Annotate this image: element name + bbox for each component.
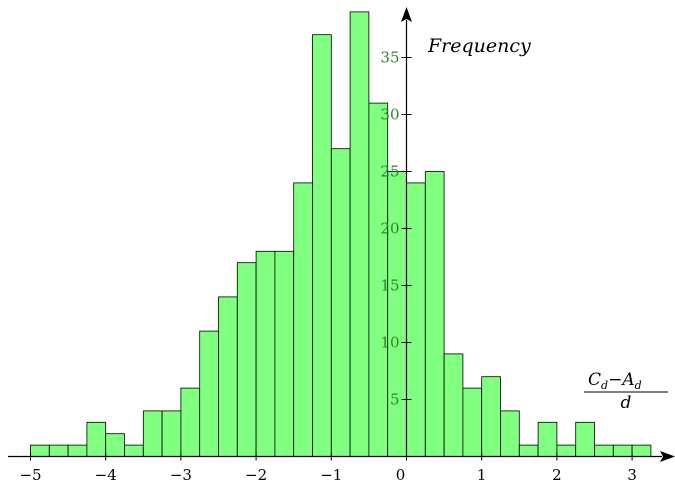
histogram-bar: [462, 387, 483, 457]
x-tick-label: 0: [396, 466, 406, 484]
histogram-bar: [500, 410, 520, 457]
x-tick-label: 2: [552, 466, 562, 484]
y-axis-label: Frequency: [427, 35, 531, 57]
histogram-bar: [537, 421, 558, 457]
histogram-bar: [406, 182, 426, 457]
histogram-bar: [330, 148, 351, 457]
x-label-a: A: [620, 370, 634, 390]
histogram-bar: [274, 250, 295, 457]
x-tick-label: 3: [627, 466, 637, 484]
histogram-bar: [48, 444, 69, 457]
histogram-bar: [105, 433, 125, 457]
histogram-bar: [124, 444, 144, 457]
histogram-bar: [631, 444, 652, 457]
histogram-bar: [255, 250, 276, 457]
x-label-denominator: d: [621, 393, 632, 413]
histogram-bar: [612, 444, 633, 457]
bars: [30, 11, 652, 457]
y-tick-label: 30: [380, 106, 399, 124]
y-tick-label: 35: [380, 49, 399, 67]
histogram-bar: [481, 376, 501, 457]
histogram-bar: [161, 410, 182, 457]
y-tick-label: 20: [380, 220, 399, 238]
x-tick-label: −3: [170, 466, 192, 484]
histogram-bar: [293, 182, 313, 457]
y-tick-label: 10: [380, 334, 399, 352]
axes: [7, 7, 675, 462]
histogram-bar: [424, 171, 445, 457]
x-label-minus: −: [608, 370, 622, 390]
y-ticks: 5 10 15 20 25 30 35: [380, 49, 412, 409]
x-tick-label: −1: [320, 466, 342, 484]
histogram-bar: [236, 262, 257, 457]
x-label-a-sub: d: [635, 379, 642, 392]
histogram-bar: [180, 387, 201, 457]
histogram-bar: [30, 444, 50, 457]
svg-text:Cd−Ad: Cd−Ad: [588, 370, 642, 392]
y-tick-label: 5: [390, 391, 400, 409]
x-axis-label: Cd−Ad d: [584, 370, 668, 413]
histogram-bar: [67, 444, 88, 457]
histogram-bar: [594, 444, 614, 457]
histogram-bar: [199, 330, 219, 457]
x-ticks: −5 −4 −3 −2 −1 0 1 2 3: [19, 452, 637, 484]
x-axis-arrow: [660, 451, 675, 462]
x-label-c-sub: d: [601, 379, 608, 392]
histogram-bar: [387, 171, 407, 457]
y-axis-arrow: [401, 7, 412, 22]
x-tick-label: −4: [95, 466, 117, 484]
x-tick-label: −2: [245, 466, 267, 484]
histogram-bar: [86, 421, 107, 457]
x-tick-label: −5: [19, 466, 41, 484]
histogram-bar: [556, 444, 577, 457]
histogram-bar: [443, 353, 464, 457]
histogram-bar: [142, 410, 163, 457]
x-tick-label: 1: [477, 466, 487, 484]
y-tick-label: 15: [380, 277, 399, 295]
histogram-bar: [349, 11, 370, 457]
histogram-bar: [312, 34, 332, 457]
histogram-bar: [575, 421, 595, 457]
histogram-bar: [518, 444, 539, 457]
histogram-bar: [218, 296, 238, 457]
y-tick-label: 25: [380, 163, 399, 181]
x-label-c: C: [588, 370, 601, 390]
